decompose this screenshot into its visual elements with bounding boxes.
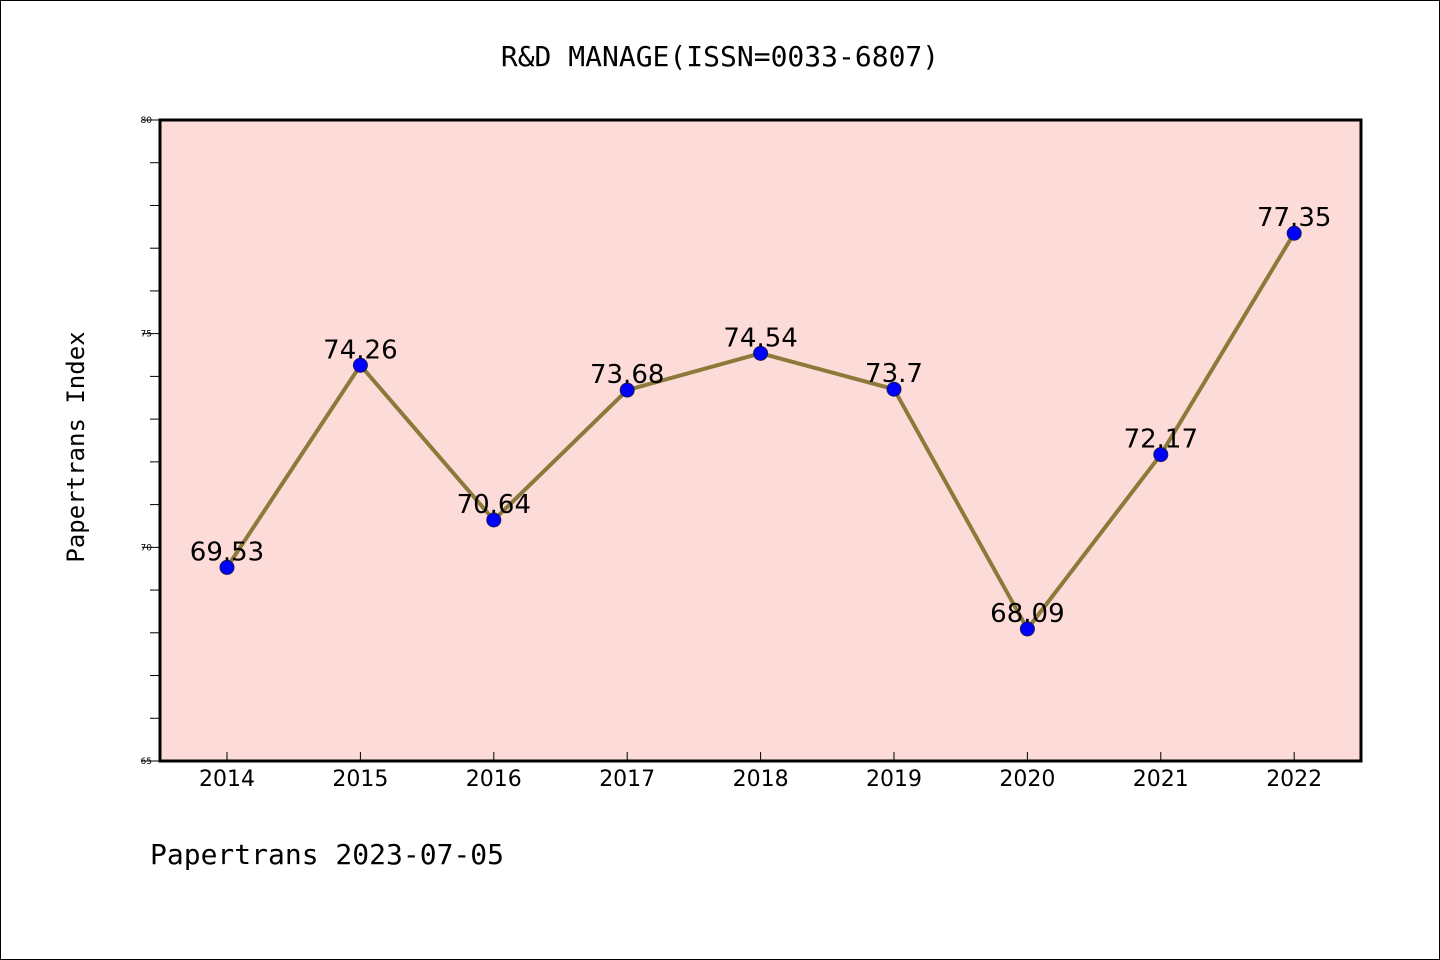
x-tick-label: 2017 <box>599 767 655 792</box>
x-axis-ticks: 2014 2015 2016 2017 2018 2019 2020 2021 2022 <box>199 752 1322 792</box>
data-point-marker <box>1019 621 1035 637</box>
x-tick-label: 2019 <box>866 767 922 792</box>
data-label: 68.09 <box>990 599 1064 629</box>
x-tick-label: 2016 <box>466 767 522 792</box>
data-point-marker <box>619 382 635 398</box>
y-minor-ticks <box>150 162 160 719</box>
data-label: 73.68 <box>590 360 664 390</box>
y-tick-label: 80 <box>141 116 153 126</box>
x-tick-label: 2015 <box>332 767 388 792</box>
y-axis-ticks: 65 70 75 80 <box>141 116 160 767</box>
y-tick-label: 75 <box>141 330 152 340</box>
x-tick-label: 2018 <box>733 767 789 792</box>
data-label: 74.54 <box>723 323 797 353</box>
x-tick-label: 2021 <box>1133 767 1189 792</box>
x-tick-label: 2020 <box>999 767 1055 792</box>
data-label: 70.64 <box>457 490 531 520</box>
data-point-marker <box>1153 447 1169 463</box>
data-labels: 69.53 74.26 70.64 73.68 74.54 73.7 68.09 72.17 7… <box>190 203 1332 629</box>
y-axis-label: Papertrans Index <box>62 331 90 562</box>
footer-date-note: Papertrans 2023-07-05 <box>150 838 504 871</box>
data-label: 69.53 <box>190 537 264 567</box>
data-point-marker <box>1286 225 1302 241</box>
x-tick-label: 2014 <box>199 767 255 792</box>
data-label: 73.7 <box>865 359 923 389</box>
chart-title: R&D MANAGE(ISSN=0033-6807) <box>501 40 939 73</box>
plot-border <box>158 118 1363 763</box>
data-label: 77.35 <box>1257 203 1331 233</box>
data-label: 72.17 <box>1124 425 1198 455</box>
plot-area <box>160 120 1361 761</box>
data-point-marker <box>486 512 502 528</box>
data-point-marker <box>886 381 902 397</box>
y-tick-label: 70 <box>141 543 153 553</box>
data-label: 74.26 <box>323 335 397 365</box>
data-point-marker <box>352 357 368 373</box>
x-tick-label: 2022 <box>1266 767 1322 792</box>
data-point-marker <box>219 559 235 575</box>
data-point-marker <box>753 345 769 361</box>
y-tick-label: 65 <box>141 757 152 767</box>
data-markers <box>219 225 1302 637</box>
